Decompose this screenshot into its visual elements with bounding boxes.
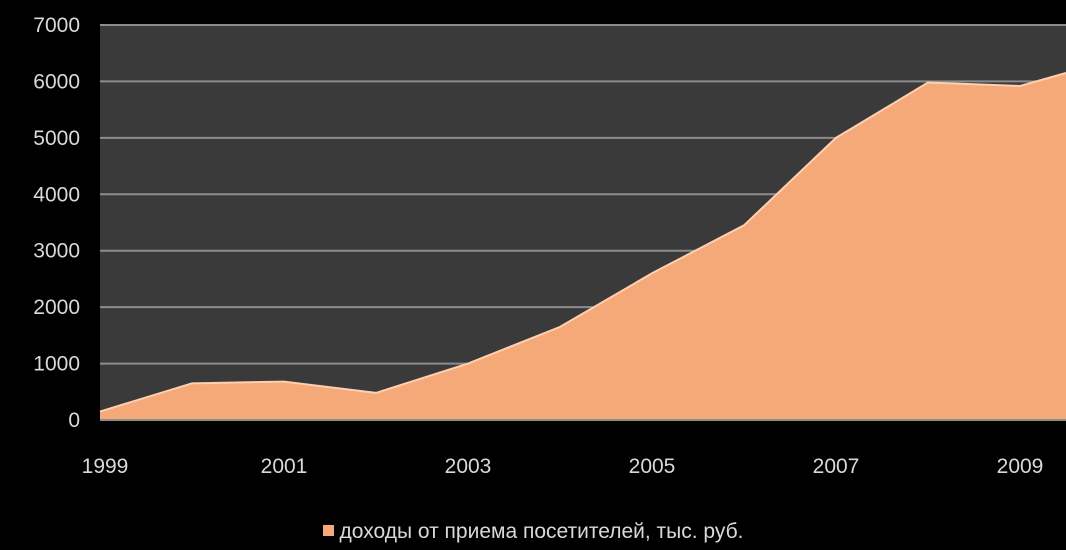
x-tick-label: 2009: [997, 455, 1044, 478]
series-line: [99, 72, 1066, 413]
legend: доходы от приема посетителей, тыс. руб.: [0, 520, 1066, 544]
x-tick-label: 2007: [813, 455, 860, 478]
legend-swatch: [322, 524, 334, 536]
y-tick-label: 7000: [33, 14, 80, 37]
y-tick-label: 6000: [33, 70, 80, 93]
y-tick-label: 0: [68, 409, 80, 432]
series-area: [100, 72, 1066, 420]
x-axis-ticks: 1999 2001 2003 2005 2007 2009: [82, 419, 1066, 478]
y-tick-label: 2000: [33, 296, 80, 319]
x-tick-label: 2005: [629, 455, 676, 478]
y-tick-label: 4000: [33, 183, 80, 206]
x-tick-label: 2001: [261, 455, 308, 478]
x-tick-label: 1999: [82, 455, 129, 478]
y-axis-ticks: 0 1000 2000 3000 4000 5000 6000 7000: [33, 14, 80, 432]
x-tick-label: 2003: [445, 455, 492, 478]
y-tick-label: 1000: [33, 353, 80, 376]
legend-label: доходы от приема посетителей, тыс. руб.: [339, 520, 744, 543]
y-tick-label: 5000: [33, 127, 80, 150]
y-tick-label: 3000: [33, 240, 80, 263]
area-chart: 0 1000 2000 3000 4000 5000 6000 7000 1999 2001 20…: [33, 14, 1066, 478]
